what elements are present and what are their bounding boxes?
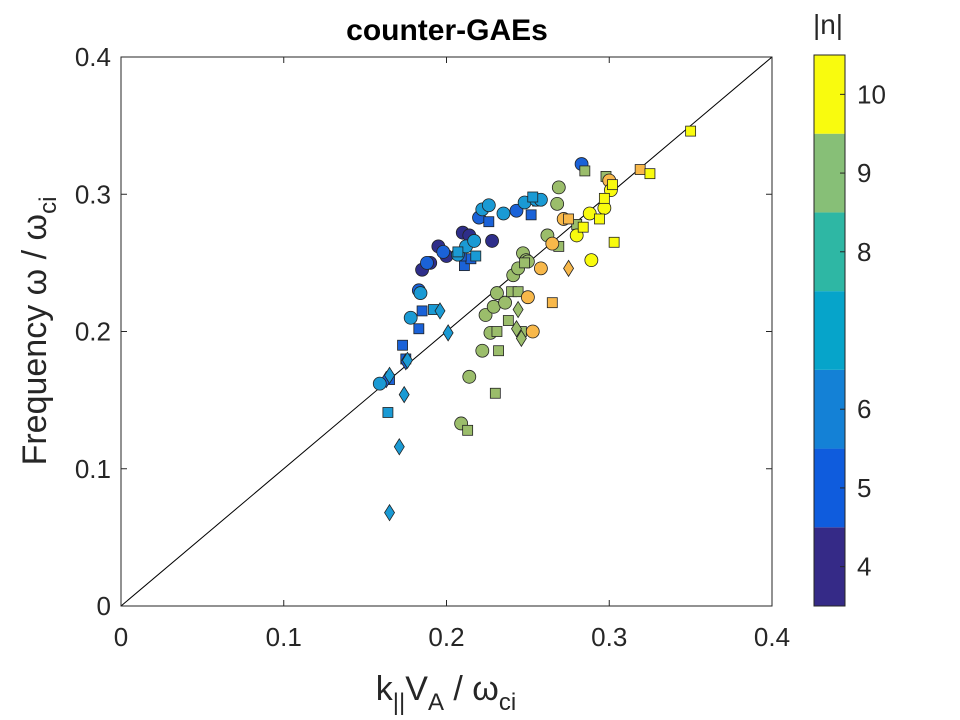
- data-point-circle: [413, 286, 428, 300]
- x-tick-label: 0.1: [266, 622, 302, 652]
- colorbar-tick-label: 8: [857, 237, 871, 267]
- data-point-circle: [475, 343, 490, 358]
- data-point-square: [608, 236, 620, 248]
- x-axis-label: k||VA / ωci: [376, 670, 516, 716]
- data-point-circle: [478, 308, 493, 322]
- y-tick-labels: 0 0.1 0.2 0.3 0.4: [75, 42, 111, 621]
- data-point-square: [397, 339, 408, 351]
- data-point-circle: [533, 261, 548, 276]
- y-tick-label: 0.4: [75, 42, 111, 72]
- data-point-circle: [550, 196, 565, 211]
- data-point-circle: [462, 369, 477, 384]
- data-point-circle: [467, 234, 482, 248]
- data-markers: [372, 125, 697, 522]
- colorbar-band: [814, 55, 845, 134]
- data-point-circle: [584, 253, 599, 268]
- data-point-circle: [420, 255, 434, 270]
- data-point-square: [519, 257, 531, 269]
- colorbar-frame: [813, 54, 846, 607]
- data-point-square: [579, 165, 591, 177]
- x-tick-label: 0: [114, 622, 128, 652]
- data-point-square: [644, 168, 656, 180]
- data-point-circle: [436, 244, 451, 259]
- colorbar-band: [814, 448, 845, 528]
- data-point-diamond: [511, 320, 522, 338]
- axis-ticks: [120, 56, 773, 607]
- data-point-square: [470, 250, 482, 262]
- chart-title: counter-GAEs: [346, 14, 548, 47]
- data-point-square: [491, 326, 503, 337]
- data-point-circle: [509, 203, 524, 218]
- data-point-square: [489, 387, 501, 399]
- data-point-circle: [481, 198, 496, 213]
- colorbar-band: [814, 212, 845, 292]
- data-point-circle: [403, 310, 418, 325]
- y-tick-label: 0: [97, 591, 111, 621]
- data-point-circle: [485, 234, 499, 248]
- y-axis-label: Frequency ω / ωci: [16, 197, 62, 466]
- data-point-diamond: [393, 438, 405, 456]
- colorbar: [813, 54, 846, 607]
- data-point-square: [483, 216, 495, 228]
- data-point-square: [502, 315, 514, 326]
- data-point-diamond: [384, 366, 396, 385]
- data-point-square: [462, 424, 474, 436]
- data-point-circle: [551, 180, 566, 195]
- data-point-diamond: [434, 302, 446, 320]
- colorbar-band: [814, 369, 845, 449]
- data-point-circle: [545, 236, 560, 251]
- colorbar-tick-label: 4: [857, 552, 871, 582]
- data-point-square: [685, 125, 697, 137]
- data-point-circle: [490, 286, 504, 300]
- data-point-square: [563, 213, 574, 225]
- data-point-diamond: [512, 300, 524, 319]
- data-point-square: [493, 345, 504, 357]
- data-point-square: [577, 221, 589, 233]
- data-point-square: [607, 179, 618, 191]
- data-point-circle: [582, 206, 597, 221]
- data-point-diamond: [398, 385, 410, 404]
- x-tick-label: 0.3: [591, 622, 627, 652]
- colorbar-title: |n|: [813, 9, 843, 40]
- data-point-square: [382, 407, 394, 418]
- y-tick-label: 0.1: [75, 454, 111, 484]
- data-point-square: [413, 323, 425, 335]
- data-point-square: [634, 164, 646, 175]
- colorbar-band: [814, 291, 845, 370]
- y-tick-label: 0.3: [75, 179, 111, 209]
- colorbar-tick-label: 10: [857, 79, 886, 109]
- data-point-diamond: [384, 503, 396, 522]
- data-point-square: [452, 246, 464, 258]
- data-point-square: [527, 191, 539, 203]
- x-tick-label: 0.2: [428, 622, 464, 652]
- data-point-circle: [520, 290, 535, 305]
- data-point-diamond: [515, 329, 527, 348]
- data-point-circle: [372, 376, 387, 391]
- data-point-circle: [498, 295, 512, 310]
- colorbar-tick-label: 5: [857, 473, 871, 503]
- data-point-circle: [496, 206, 511, 221]
- data-point-square: [594, 213, 605, 225]
- y-tick-label: 0.2: [75, 317, 111, 347]
- colorbar-tick-label: 6: [857, 394, 871, 424]
- data-point-diamond: [442, 324, 454, 342]
- data-point-square: [416, 305, 428, 317]
- x-tick-labels: 0 0.1 0.2 0.3 0.4: [114, 622, 790, 652]
- data-point-square: [598, 192, 610, 204]
- colorbar-tick-label: 9: [857, 158, 871, 188]
- data-point-diamond: [401, 351, 413, 370]
- data-point-square: [525, 209, 537, 221]
- data-point-circle: [525, 324, 540, 339]
- colorbar-band: [814, 527, 845, 606]
- colorbar-band: [814, 133, 845, 213]
- x-tick-label: 0.4: [754, 622, 790, 652]
- data-point-square: [512, 286, 524, 298]
- data-point-diamond: [563, 259, 575, 278]
- colorbar-tick-labels: 4 5 6 8 9 10: [857, 79, 886, 581]
- data-point-square: [546, 297, 558, 309]
